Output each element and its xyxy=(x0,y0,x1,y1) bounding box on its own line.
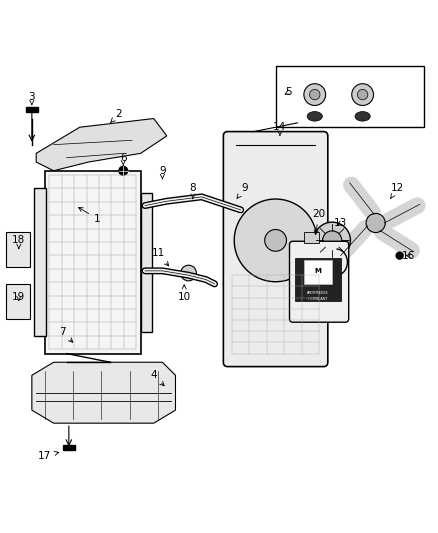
Text: 5: 5 xyxy=(285,87,292,98)
Text: 1: 1 xyxy=(78,207,100,224)
Circle shape xyxy=(119,166,127,175)
Circle shape xyxy=(265,230,286,251)
Bar xyxy=(304,232,319,243)
FancyBboxPatch shape xyxy=(290,241,349,322)
Text: 12: 12 xyxy=(391,183,404,198)
Text: 19: 19 xyxy=(12,292,25,302)
Bar xyxy=(6,284,30,319)
Text: 2: 2 xyxy=(111,109,122,123)
Polygon shape xyxy=(36,118,167,171)
Bar xyxy=(141,192,152,332)
Polygon shape xyxy=(32,362,176,423)
Bar xyxy=(295,258,341,301)
Text: ANTIFREEZE: ANTIFREEZE xyxy=(307,290,329,295)
Bar xyxy=(304,260,332,284)
Ellipse shape xyxy=(355,111,370,121)
Text: 6: 6 xyxy=(120,152,127,165)
Circle shape xyxy=(352,84,374,106)
Circle shape xyxy=(234,199,317,282)
Text: 11: 11 xyxy=(152,248,169,266)
Text: 20: 20 xyxy=(313,209,326,235)
Text: 13: 13 xyxy=(334,218,347,228)
Circle shape xyxy=(314,222,350,259)
Circle shape xyxy=(226,201,239,214)
FancyArrowPatch shape xyxy=(387,206,417,222)
Circle shape xyxy=(366,213,385,232)
Bar xyxy=(6,232,30,266)
Circle shape xyxy=(181,265,196,281)
FancyArrowPatch shape xyxy=(382,232,412,251)
Bar xyxy=(63,445,74,450)
Text: 7: 7 xyxy=(59,327,73,342)
Text: 3: 3 xyxy=(28,92,35,105)
Bar xyxy=(276,66,424,127)
Bar xyxy=(45,171,141,353)
Circle shape xyxy=(396,252,403,259)
Text: 9: 9 xyxy=(159,166,166,179)
Circle shape xyxy=(304,84,325,106)
Circle shape xyxy=(310,90,320,100)
Text: 18: 18 xyxy=(12,236,25,248)
Bar xyxy=(26,107,38,112)
Text: / COOLANT: / COOLANT xyxy=(308,297,328,301)
FancyBboxPatch shape xyxy=(223,132,328,367)
Text: 10: 10 xyxy=(178,285,191,302)
Bar xyxy=(34,188,46,336)
Text: 17: 17 xyxy=(38,451,59,461)
Circle shape xyxy=(322,231,342,250)
FancyArrowPatch shape xyxy=(343,228,366,254)
FancyArrowPatch shape xyxy=(351,185,372,212)
Text: 16: 16 xyxy=(402,251,415,261)
Text: M: M xyxy=(315,268,321,274)
Text: 4: 4 xyxy=(150,370,164,386)
Text: 14: 14 xyxy=(273,122,286,135)
Text: 9: 9 xyxy=(237,183,248,198)
Ellipse shape xyxy=(307,111,322,121)
Text: 8: 8 xyxy=(190,183,196,199)
Circle shape xyxy=(357,90,368,100)
